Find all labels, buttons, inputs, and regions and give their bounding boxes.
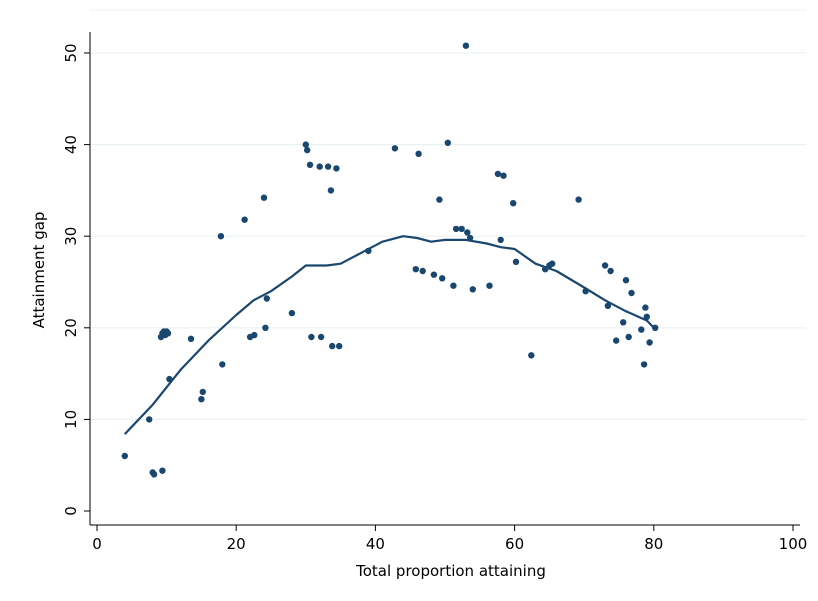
y-tick-label-4: 40 [62,135,80,154]
scatter-point-12 [187,335,195,342]
scatter-point-13 [198,396,205,403]
x-tick-label-5: 100 [779,535,808,553]
scatter-point-32 [329,342,336,350]
scatter-point-55 [510,200,517,207]
scatter-point-27 [308,333,315,341]
data-points [121,42,659,478]
scatter-point-45 [452,225,460,233]
scatter-point-56 [512,258,520,265]
scatter-point-33 [333,165,340,172]
scatter-point-63 [601,262,609,269]
scatter-point-34 [336,342,343,350]
scatter-point-36 [391,145,399,152]
scatter-point-23 [288,309,296,317]
x-axis-title: Total proportion attaining [355,562,546,580]
scatter-point-28 [316,163,323,170]
scatter-point-31 [327,187,335,194]
scatter-point-4 [159,467,166,474]
y-tick-label-5: 50 [62,43,80,62]
scatter-point-15 [219,361,226,368]
lowess-line [124,235,655,435]
scatter-point-40 [430,271,438,278]
scatter-point-25 [304,146,311,154]
x-tick-label-1: 20 [227,535,246,553]
scatter-point-22 [263,295,270,302]
scatter-point-60 [549,260,556,267]
scatter-point-43 [444,139,451,146]
scatter-point-20 [260,194,268,201]
scatter-point-67 [620,319,627,326]
x-tick-label-4: 80 [644,535,663,553]
scatter-point-70 [628,289,635,297]
x-tick-label-3: 60 [505,535,524,553]
x-tick-label-0: 0 [92,535,102,553]
scatter-point-21 [262,324,269,331]
scatter-point-46 [458,225,465,233]
scatter-point-66 [613,337,620,344]
scatter-point-1 [146,416,153,423]
scatter-point-54 [500,172,507,179]
scatter-point-37 [412,266,419,273]
scatter-point-50 [469,286,476,293]
scatter-point-41 [436,196,443,203]
y-tick-label-0: 0 [62,506,80,516]
scatter-point-39 [419,267,426,275]
scatter-point-44 [450,282,457,289]
axes: 0 10 20 30 40 50 0 20 40 60 80 100 [62,32,807,553]
scatter-point-42 [439,275,446,282]
scatter-point-17 [241,216,248,223]
scatter-point-0 [121,452,128,460]
scatter-point-51 [486,282,493,289]
scatter-point-53 [497,236,504,244]
y-tick-label-2: 20 [62,318,80,337]
scatter-point-68 [622,277,630,284]
scatter-point-69 [625,333,632,341]
scatter-point-74 [643,313,650,320]
scatter-point-24 [302,141,309,148]
scatter-point-73 [642,304,649,311]
scatter-point-65 [607,267,614,275]
scatter-point-19 [251,331,258,339]
scatter-point-47 [462,42,470,49]
scatter-point-30 [324,163,332,170]
scatter-point-16 [217,233,225,240]
scatter-point-10 [164,330,172,337]
scatter-point-75 [646,339,653,346]
scatter-point-26 [306,161,314,168]
y-tick-label-3: 30 [62,227,80,246]
scatter-point-57 [528,352,535,359]
scatter-point-52 [494,170,502,178]
scatter-point-61 [575,196,582,203]
fit-line [124,235,655,435]
scatter-point-48 [464,229,471,236]
scatter-point-14 [199,388,206,396]
scatter-point-64 [604,302,612,309]
scatter-point-72 [640,361,648,368]
x-tick-label-2: 40 [366,535,385,553]
scatter-point-38 [415,150,422,157]
scatter-point-29 [317,333,325,341]
y-axis-title: Attainment gap [30,212,48,329]
scatter-point-3 [150,471,158,478]
y-tick-label-1: 10 [62,410,80,429]
scatter-point-71 [638,326,645,333]
grid-lines [90,9,806,420]
